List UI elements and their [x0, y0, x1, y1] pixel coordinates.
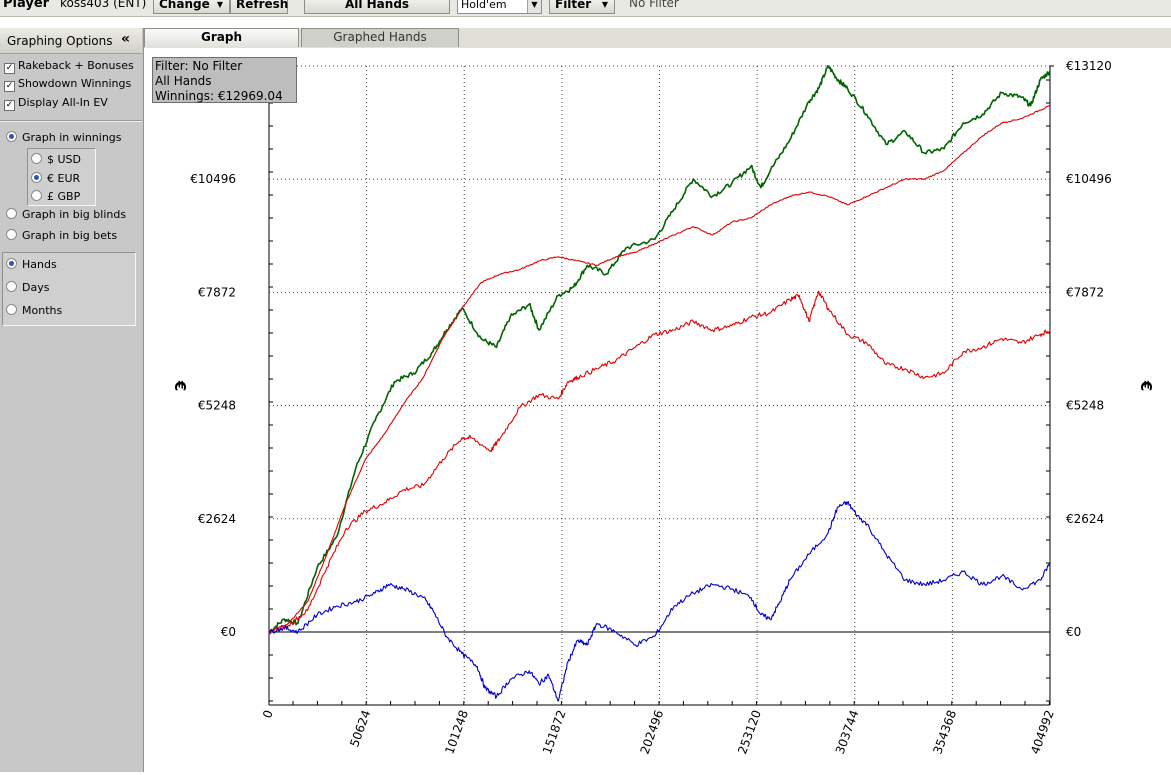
refresh-button[interactable]: Refresh	[230, 0, 288, 14]
radio-selected-icon[interactable]	[31, 172, 42, 183]
y-tick-label-right: €13120	[1066, 59, 1112, 73]
x-axis-hands-label: Hands	[22, 258, 57, 271]
radio-selected-icon[interactable]	[6, 258, 17, 269]
player-name: koss403 (ENT)	[60, 0, 147, 10]
top-toolbar: Player koss403 (ENT) Change ▼ Refresh Al…	[0, 0, 1171, 17]
x-axis-hands-radio[interactable]: Hands	[6, 258, 57, 271]
change-button[interactable]: Change ▼	[153, 0, 230, 14]
graphing-options-panel: Graphing Options « ✓ Rakeback + Bonuses ✓…	[0, 28, 144, 772]
y-tick-label-left: €2624	[198, 512, 236, 526]
graph-in-big-blinds-label: Graph in big blinds	[22, 208, 127, 221]
x-axis-group: Hands Days Months	[2, 252, 136, 326]
currency-usd-label: $ USD	[47, 153, 81, 166]
y-tick-label-right: €2624	[1066, 512, 1104, 526]
game-type-select[interactable]: Hold'em ▼	[457, 0, 542, 14]
series-line-green-0	[268, 65, 1051, 633]
filter-status: No Filter	[629, 0, 679, 10]
radio-icon[interactable]	[31, 153, 42, 164]
currency-gbp-label: £ GBP	[47, 190, 81, 203]
chevron-down-icon[interactable]: ▼	[527, 0, 541, 13]
plot-background	[269, 66, 1050, 705]
all-hands-button[interactable]: All Hands	[304, 0, 450, 14]
currency-usd-radio[interactable]: $ USD	[31, 153, 81, 166]
radio-icon[interactable]	[6, 229, 17, 240]
y-tick-label-right: €10496	[1066, 172, 1112, 186]
x-tick-label: 151872	[540, 708, 569, 756]
series-line-red-1	[268, 105, 1050, 633]
separator	[0, 120, 142, 122]
x-tick-label: 50624	[347, 708, 373, 749]
x-axis-days-radio[interactable]: Days	[6, 281, 49, 294]
radio-icon[interactable]	[6, 208, 17, 219]
checkbox-checked-icon[interactable]: ✓	[4, 100, 15, 111]
series-line-blue-3	[268, 501, 1051, 702]
y-tick-label-left: €10496	[190, 172, 236, 186]
allin-ev-label: Display All-In EV	[18, 96, 108, 109]
collapse-panel-icon[interactable]: «	[120, 31, 130, 47]
x-axis-days-label: Days	[22, 281, 50, 294]
x-tick-label: 404992	[1028, 708, 1057, 756]
series-line-red-2	[268, 290, 1051, 635]
y-tick-label-right: €5248	[1066, 399, 1104, 413]
graph-area: 0 50624 101248 151872 202496 253120 303744 3543…	[144, 48, 1171, 772]
checkbox-checked-icon[interactable]: ✓	[4, 81, 15, 92]
game-type-value: Hold'em	[461, 0, 507, 11]
change-button-label: Change	[159, 0, 210, 11]
currency-group: $ USD € EUR £ GBP	[27, 148, 96, 206]
player-label: Player	[3, 0, 50, 11]
y-tick-label-right: €0	[1066, 625, 1081, 639]
graph-in-big-bets-radio[interactable]: Graph in big bets	[6, 229, 117, 242]
y-axis-label-left: €	[171, 380, 189, 391]
rakeback-label: Rakeback + Bonuses	[18, 59, 134, 72]
filter-info-filter: Filter: No Filter	[155, 59, 243, 73]
chevron-down-icon: ▼	[216, 0, 223, 9]
x-axis-months-radio[interactable]: Months	[6, 304, 62, 317]
graphing-options-title: Graphing Options	[7, 34, 113, 48]
currency-gbp-radio[interactable]: £ GBP	[31, 190, 80, 203]
radio-icon[interactable]	[31, 190, 42, 201]
x-tick-label: 253120	[735, 708, 764, 756]
rakeback-checkbox[interactable]: ✓ Rakeback + Bonuses	[4, 59, 134, 74]
chevron-down-icon: ▼	[601, 0, 608, 9]
filter-info-winnings: Winnings: €12969.04	[155, 89, 283, 103]
graph-in-big-bets-label: Graph in big bets	[22, 229, 118, 242]
graph-in-big-blinds-radio[interactable]: Graph in big blinds	[6, 208, 126, 221]
winnings-chart: 0 50624 101248 151872 202496 253120 303744 3543…	[171, 59, 1155, 756]
graph-in-winnings-radio[interactable]: Graph in winnings	[6, 131, 122, 144]
x-axis-months-label: Months	[22, 304, 63, 317]
tab-graph[interactable]: Graph	[144, 28, 299, 47]
filter-info-box: Filter: No Filter All Hands Winnings: €1…	[152, 57, 297, 103]
showdown-winnings-checkbox[interactable]: ✓ Showdown Winnings	[4, 77, 131, 92]
graph-in-winnings-label: Graph in winnings	[22, 131, 122, 144]
x-tick-label: 0	[260, 708, 276, 720]
filter-button[interactable]: Filter ▼	[549, 0, 615, 14]
x-tick-label: 101248	[442, 708, 471, 756]
tab-graphed-hands[interactable]: Graphed Hands	[301, 28, 459, 47]
x-tick-label: 202496	[637, 708, 666, 756]
radio-icon[interactable]	[6, 281, 17, 292]
y-tick-label-left: €5248	[198, 399, 236, 413]
checkbox-checked-icon[interactable]: ✓	[4, 63, 15, 74]
filter-button-label: Filter	[555, 0, 592, 11]
showdown-winnings-label: Showdown Winnings	[18, 77, 132, 90]
y-tick-label-left: €0	[221, 625, 236, 639]
radio-icon[interactable]	[6, 304, 17, 315]
x-tick-label: 354368	[930, 708, 959, 756]
y-tick-label-right: €7872	[1066, 285, 1104, 299]
x-tick-label: 303744	[833, 708, 862, 756]
y-tick-label-left: €7872	[198, 285, 236, 299]
tab-bar: Graph Graphed Hands	[144, 28, 1171, 49]
y-axis-label-right: €	[1137, 380, 1155, 391]
currency-eur-radio[interactable]: € EUR	[31, 172, 80, 185]
allin-ev-checkbox[interactable]: ✓ Display All-In EV	[4, 96, 108, 111]
currency-eur-label: € EUR	[47, 172, 81, 185]
radio-selected-icon[interactable]	[6, 131, 17, 142]
graphing-options-header: Graphing Options «	[0, 28, 142, 54]
filter-info-hands: All Hands	[155, 74, 212, 88]
